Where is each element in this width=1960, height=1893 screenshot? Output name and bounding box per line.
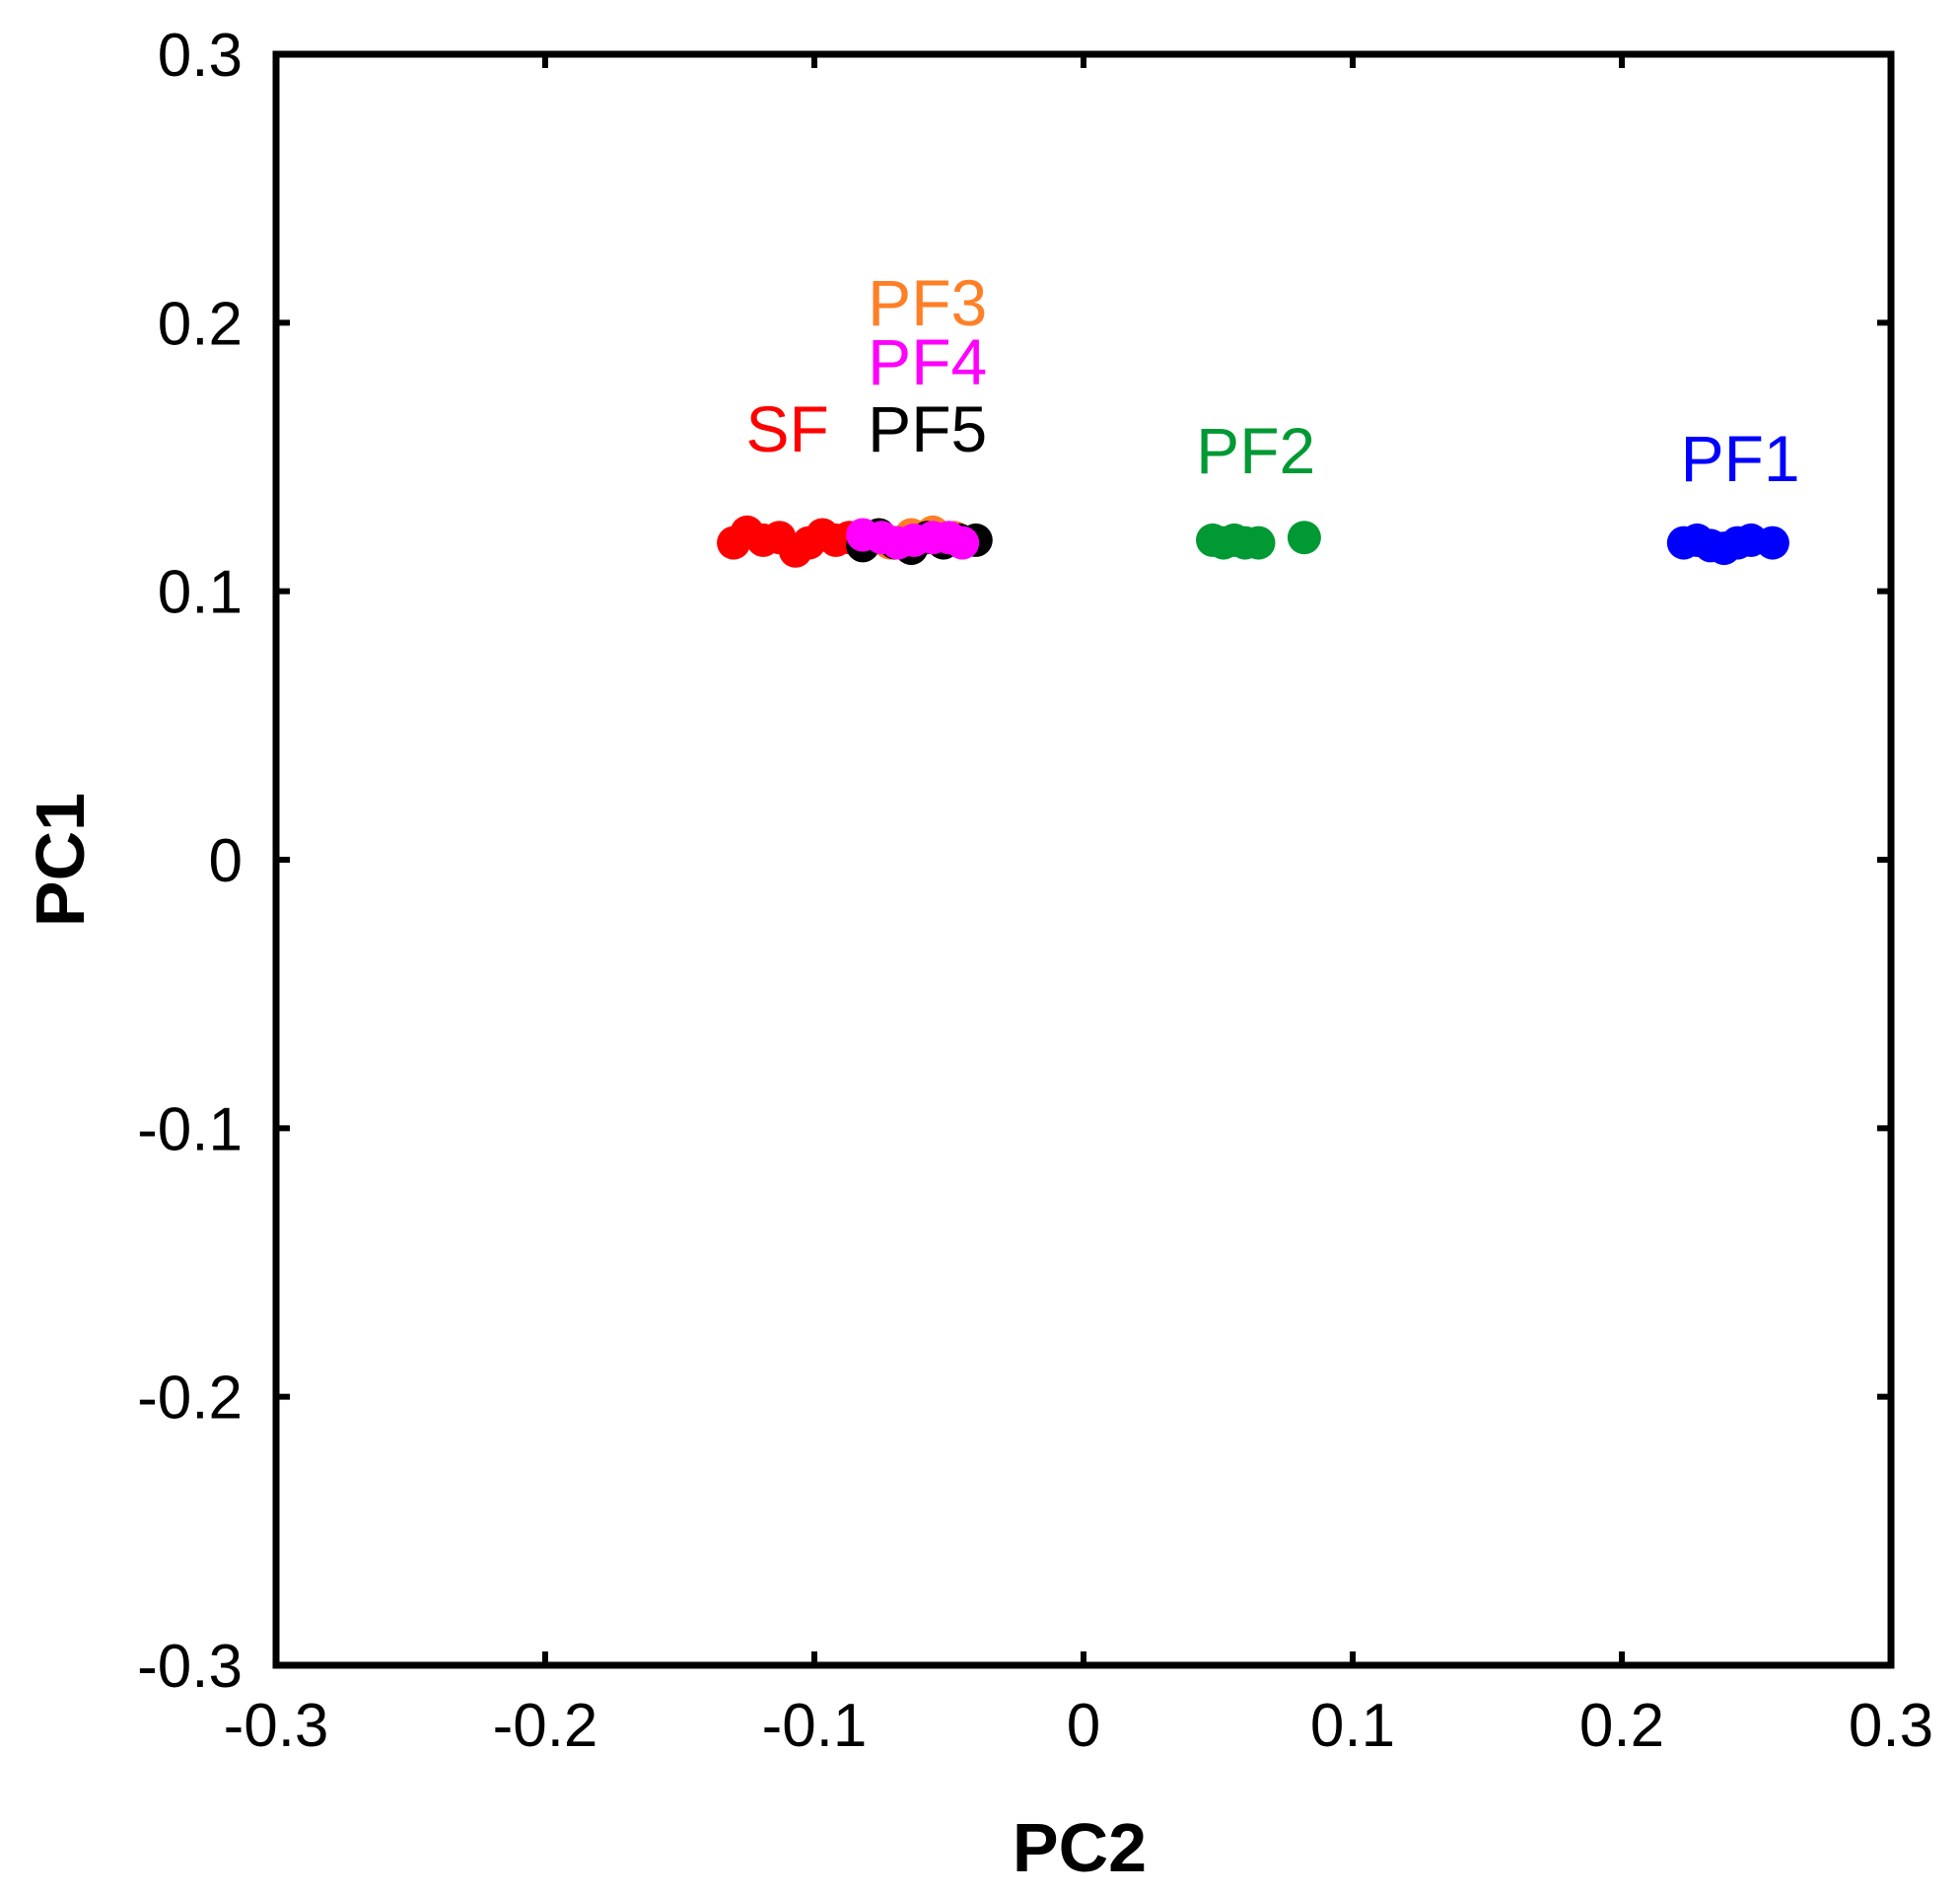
point-pf2-5 [1287,521,1321,555]
point-pf1-6 [1755,526,1789,560]
x-tick-label: 0.3 [1849,1692,1933,1760]
cluster-label-pf2: PF2 [1196,414,1315,487]
y-tick-label: 0.3 [158,22,243,90]
y-tick-label: 0.2 [158,290,243,358]
ticks-layer [273,51,1894,1668]
y-tick-label: -0.2 [137,1365,243,1433]
plot-frame [272,50,1895,1669]
cluster-label-pf4: PF4 [868,325,987,398]
y-tick-label: -0.3 [137,1633,243,1701]
point-pf4-6 [945,526,980,560]
point-pf2-4 [1241,526,1276,560]
x-tick-label: -0.1 [762,1692,868,1760]
y-tick-label: -0.1 [137,1095,243,1163]
y-axis-title: PC1 [22,793,99,927]
y-tick-label: 0 [209,827,243,895]
labels-layer: -0.3 -0.2 -0.1 0 0.1 0.2 0.3 0.3 0.2 0.1 0 -0.1 -0.2… [137,22,1933,1760]
cluster-label-pf3: PF3 [868,266,987,339]
x-tick-label: 0.2 [1579,1692,1664,1760]
x-axis-title: PC2 [1013,1809,1147,1886]
x-tick-label: -0.2 [493,1692,598,1760]
x-tick-label: 0.1 [1310,1692,1395,1760]
x-tick-label: 0 [1067,1692,1100,1760]
x-tick-label: -0.3 [224,1692,329,1760]
cluster-label-sf: SF [746,392,829,465]
y-tick-label: 0.1 [158,559,243,627]
cluster-label-pf1: PF1 [1681,422,1800,495]
cluster-label-pf5: PF5 [868,392,987,465]
points-layer [717,515,1789,568]
